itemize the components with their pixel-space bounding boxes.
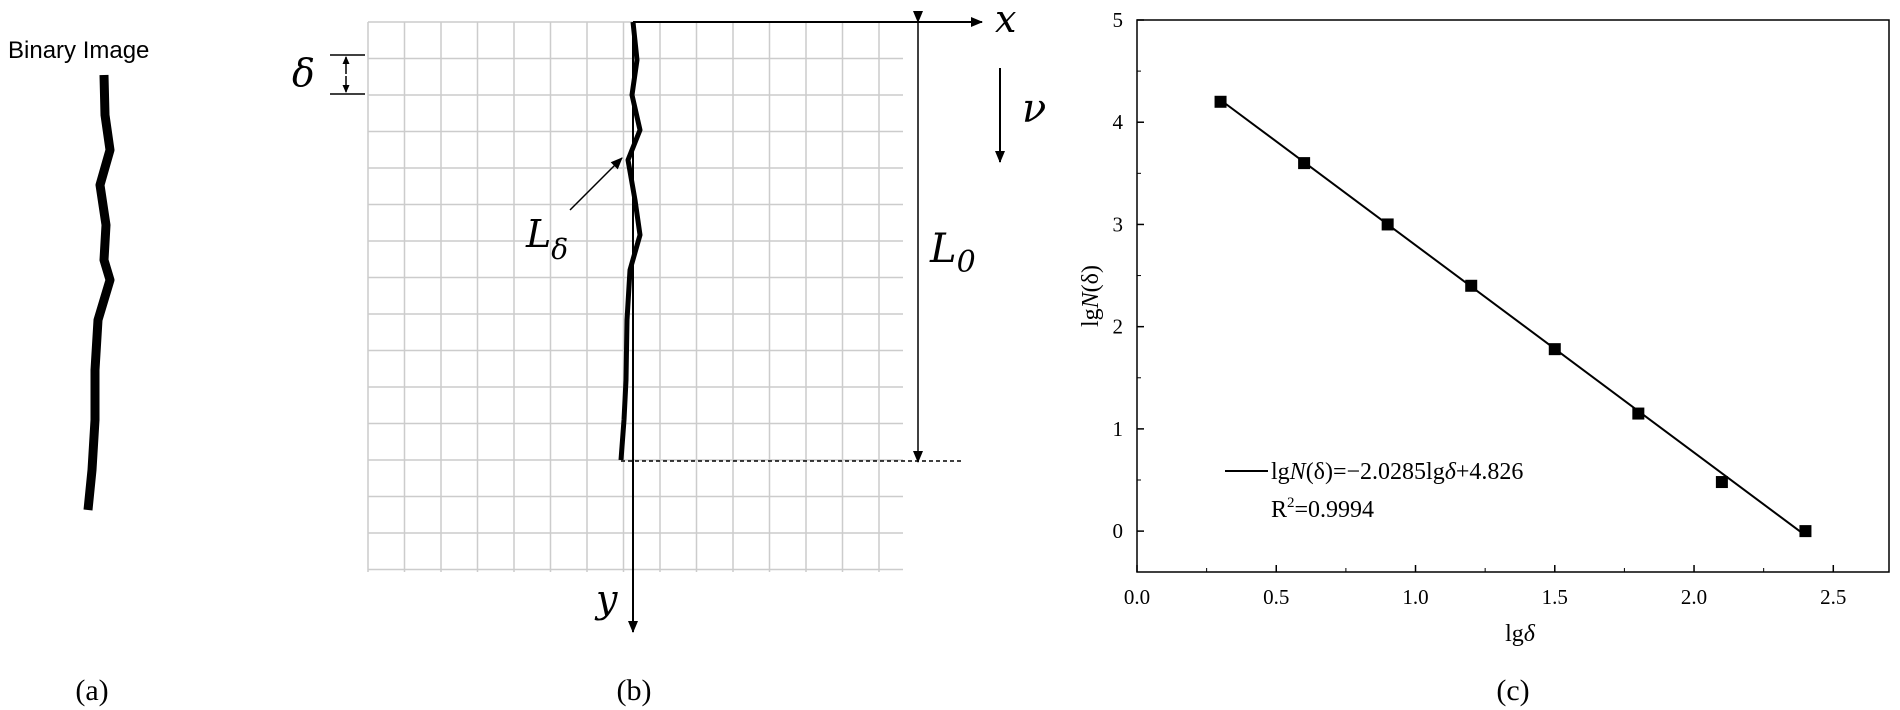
data-point (1214, 95, 1227, 108)
y-axis-symbol: y (594, 577, 618, 621)
x-tick-label: 0.0 (1124, 585, 1150, 609)
delta-symbol: δ (292, 51, 315, 95)
axis-ticks: 0.0 0.5 1.0 1.5 2.0 2.5 0 1 2 3 4 5 (1113, 8, 1847, 609)
legend-r-squared: R2=0.9994 (1271, 495, 1374, 523)
data-points (1214, 95, 1812, 538)
l-delta-pointer (569, 157, 623, 211)
binary-image-title: Binary Image (8, 37, 149, 64)
velocity-symbol: ν (1022, 86, 1046, 132)
data-point (1548, 343, 1561, 356)
y-tick-label: 1 (1113, 417, 1124, 441)
box-counting-grid (367, 21, 903, 572)
l-delta-label: Lδ (525, 212, 568, 266)
y-tick-label: 2 (1113, 315, 1124, 339)
x-axis-symbol: x (995, 0, 1016, 41)
x-tick-label: 0.5 (1263, 585, 1289, 609)
x-tick-label: 2.5 (1820, 585, 1846, 609)
legend: lgN(δ)=−2.0285lgδ+4.826 R2=0.9994 (1225, 459, 1523, 523)
data-point (1715, 476, 1728, 489)
panel-c: 0.0 0.5 1.0 1.5 2.0 2.5 0 1 2 3 4 5 lgN(δ) lgδ lgN(… (1078, 8, 1890, 707)
data-point (1381, 218, 1394, 231)
x-tick-label: 1.0 (1402, 585, 1428, 609)
data-point (1632, 407, 1645, 420)
x-tick-label: 2.0 (1681, 585, 1707, 609)
l0-label: L0 (929, 226, 976, 280)
fit-line (1219, 99, 1807, 537)
panel-b-label: (b) (617, 674, 652, 707)
fit-line-group (1219, 99, 1807, 537)
panel-c-label: (c) (1496, 674, 1529, 707)
binary-crack-trace (83, 74, 115, 511)
y-tick-label: 3 (1113, 212, 1124, 236)
panel-b: x y ν δ Lδ L0 (b) (292, 0, 1046, 707)
x-tick-label: 1.5 (1542, 585, 1568, 609)
plot-frame (1136, 19, 1890, 573)
y-tick-label: 5 (1113, 8, 1124, 32)
y-tick-label: 0 (1113, 519, 1124, 543)
panel-a-label: (a) (75, 674, 108, 707)
x-axis-label: lgδ (1505, 621, 1536, 647)
data-point (1298, 157, 1311, 170)
y-axis-label: lgN(δ) (1078, 265, 1104, 327)
y-tick-label: 4 (1113, 110, 1124, 134)
data-point (1799, 525, 1812, 538)
panel-a: Binary Image (a) (8, 37, 149, 707)
legend-equation: lgN(δ)=−2.0285lgδ+4.826 (1271, 459, 1523, 485)
data-point (1465, 279, 1478, 292)
